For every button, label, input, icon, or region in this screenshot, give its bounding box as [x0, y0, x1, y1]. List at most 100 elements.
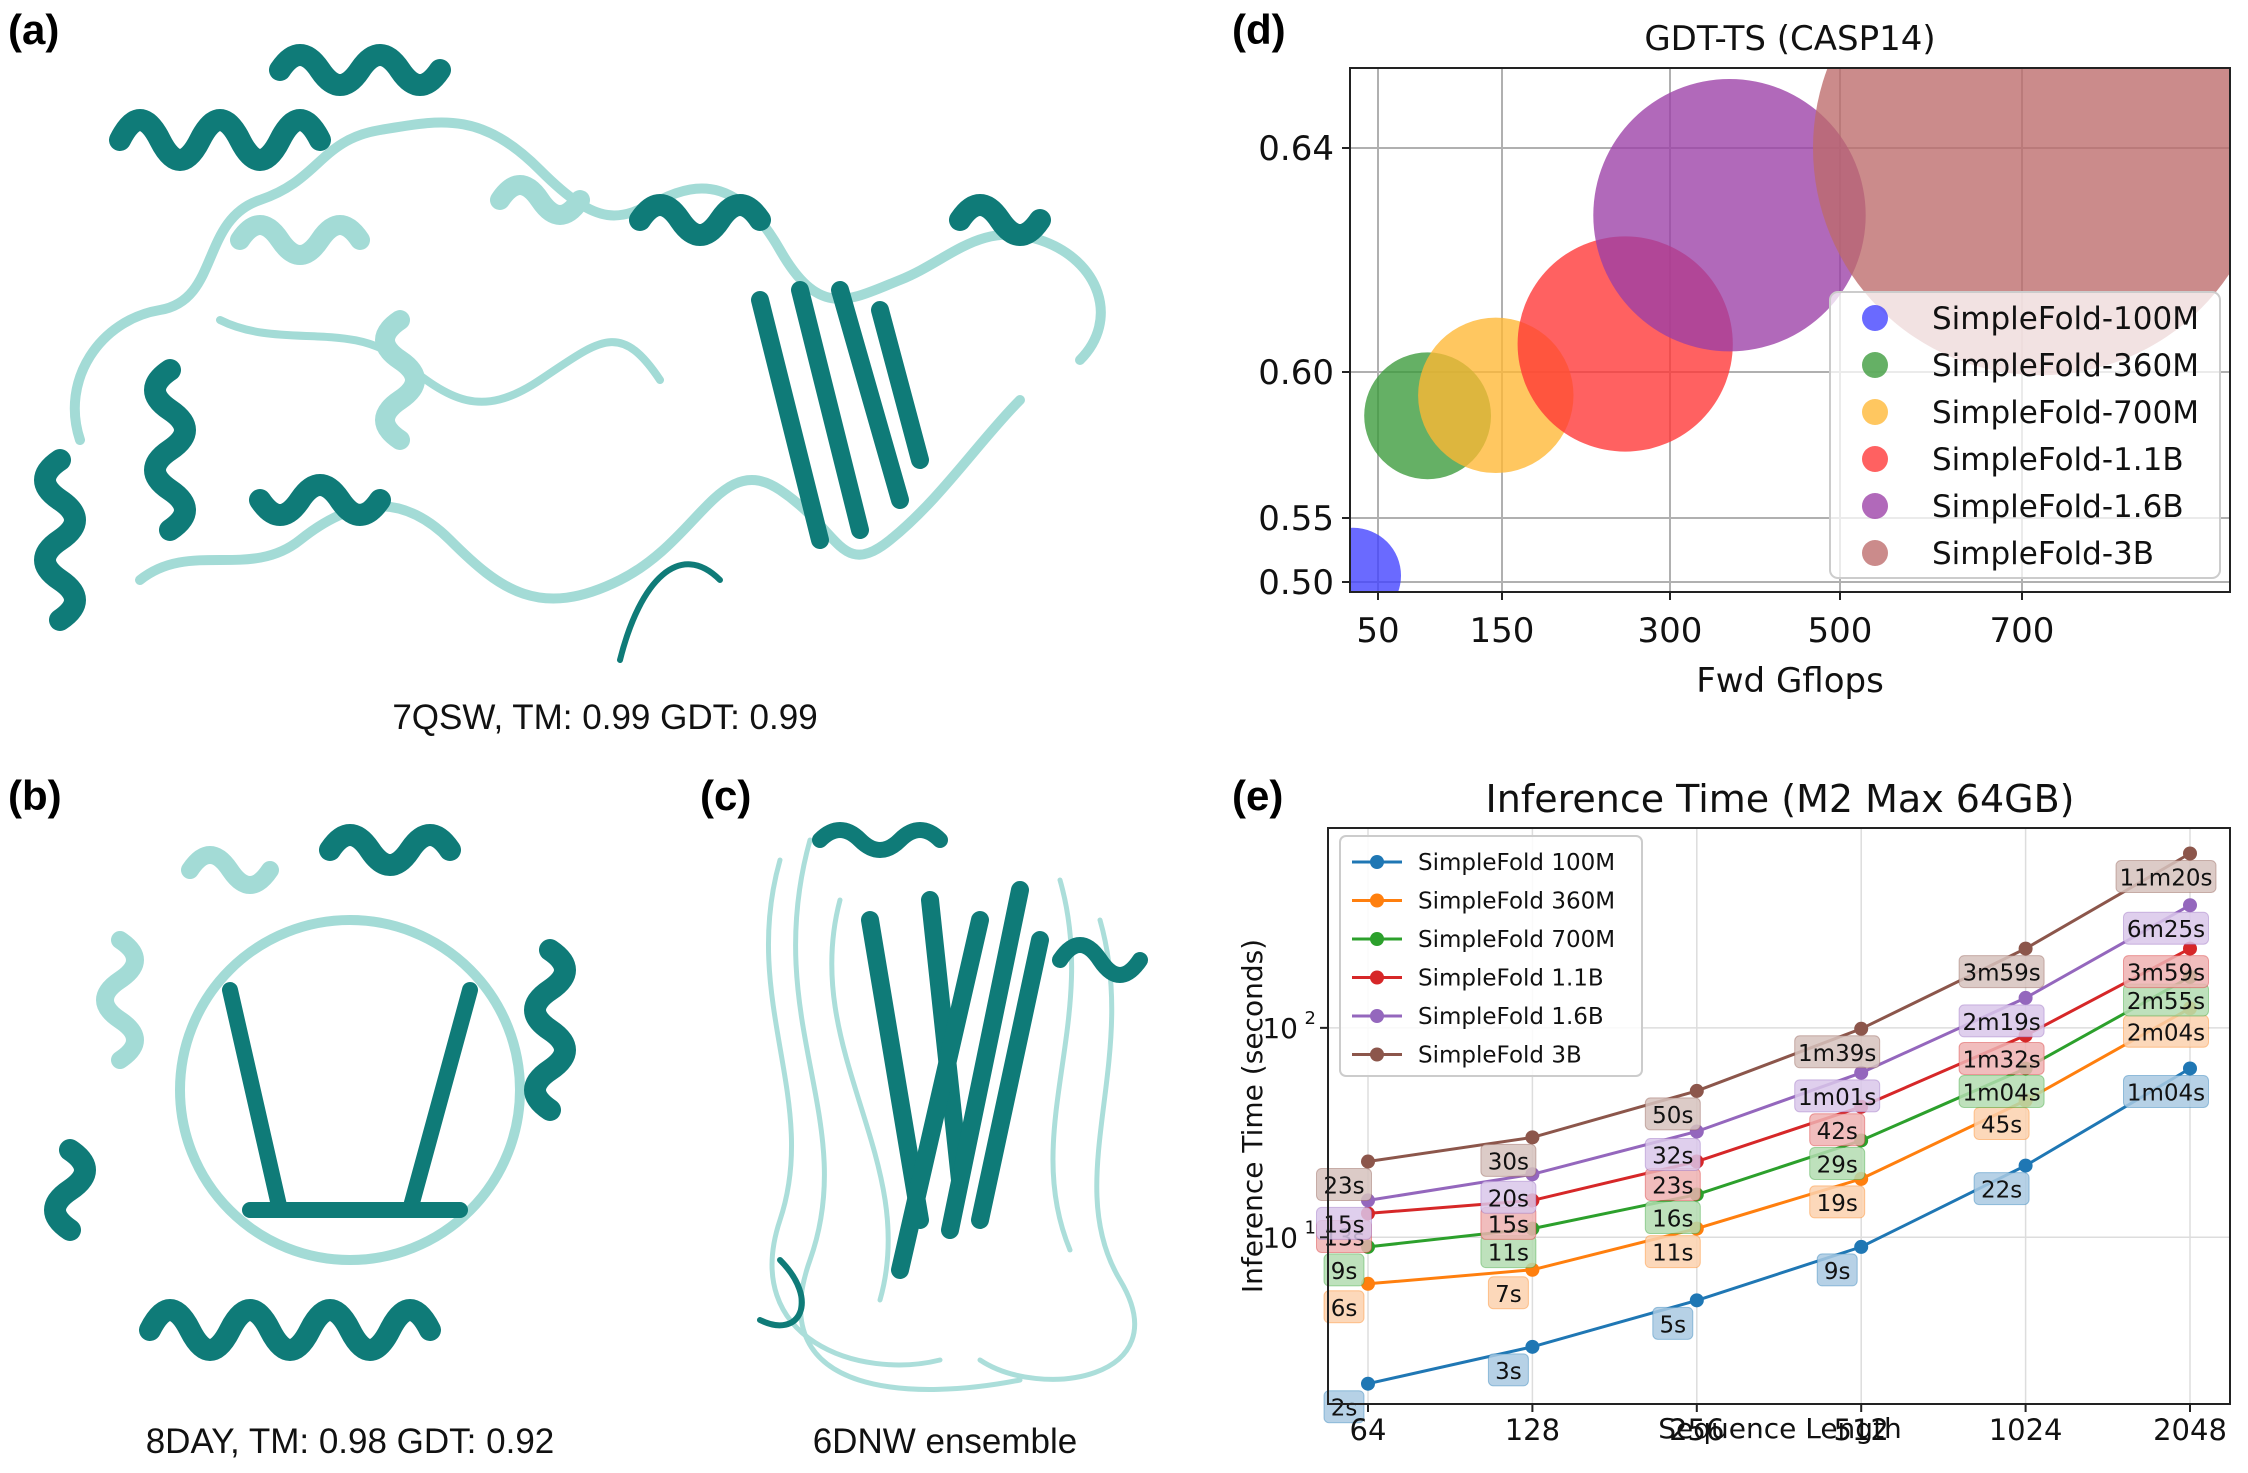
chart-e-data-label: 15s	[1480, 1206, 1537, 1240]
chart-e-series-line-2	[1367, 1006, 2191, 1286]
chart-e-data-label-text: 23s	[1652, 1174, 1693, 1200]
chart-e-legend-marker	[1370, 932, 1384, 946]
chart-e-title: Inference Time (M2 Max 64GB)	[1486, 777, 2075, 821]
chart-e-data-label-text: 1m32s	[1962, 1047, 2040, 1073]
chart-e-data-label-text: 1m01s	[1798, 1085, 1876, 1111]
chart-e-point	[1525, 1130, 1540, 1145]
chart-e-point	[1854, 1239, 1869, 1254]
chart-e-data-label: 3m59s	[1958, 955, 2045, 989]
chart-e-legend-marker	[1370, 893, 1384, 908]
chart-e-data-label: 2m55s	[2123, 983, 2209, 1017]
chart-e-data-label-text: 9s	[1824, 1259, 1851, 1285]
chart-e-data-label: 2s	[1323, 1390, 1365, 1424]
chart-d-ytick-label: 0.55	[1258, 499, 1334, 539]
chart-e-ylabel: Inference Time (seconds)	[1236, 939, 1269, 1293]
chart-e-data-label-text: 16s	[1652, 1207, 1693, 1233]
chart-e-data-label-box	[2123, 911, 2209, 945]
chart-e-legend-label: SimpleFold 100M	[1418, 850, 1615, 876]
chart-e-data-label: 45s	[1973, 1106, 2030, 1140]
chart-e-xtick-label: 1024	[1989, 1413, 2063, 1447]
chart-d-legend-label: SimpleFold-700M	[1932, 395, 2199, 431]
inference-time-line-chart: Inference Time (M2 Max 64GB) 2s 3s 5s 9s 22s…	[1236, 777, 2231, 1447]
chart-e-xlabel: Sequence Length	[1658, 1412, 1902, 1445]
chart-e-data-label-box	[1816, 1253, 1858, 1287]
chart-e-data-label-text: 50s	[1652, 1103, 1693, 1129]
chart-e-legend-label: SimpleFold 360M	[1418, 889, 1615, 915]
panel-label-e: (e)	[1232, 772, 1284, 819]
chart-e-xtick-label: 64	[1350, 1413, 1387, 1447]
chart-e-xtick-label: 128	[1505, 1413, 1560, 1447]
chart-e-data-label: 22s	[1973, 1172, 2030, 1206]
chart-e-xtick-label: 256	[1669, 1413, 1724, 1447]
chart-e-data-label-text: 7s	[1495, 1282, 1522, 1308]
chart-e-data-label-text: 11m20s	[2120, 865, 2213, 891]
chart-e-data-label: 11s	[1480, 1235, 1537, 1269]
chart-e-data-label: 30s	[1480, 1143, 1537, 1177]
chart-e-data-label: 23s	[1316, 1168, 1372, 1202]
chart-e-series-line-5	[1367, 903, 2191, 1202]
chart-e-data-label: 1m04s	[2123, 1074, 2209, 1108]
chart-e-data-label-box	[1973, 1172, 2030, 1206]
chart-e-data-label-box	[1323, 1390, 1365, 1424]
chart-d-xtick-label: 500	[1808, 611, 1873, 651]
chart-e-point	[2018, 1158, 2033, 1173]
chart-e-data-label-box	[1958, 1074, 2045, 1108]
panel-label-d: (d)	[1232, 6, 1286, 53]
chart-e-legend-label: SimpleFold 3B	[1418, 1043, 1582, 1069]
chart-e-data-label-box	[1644, 1097, 1701, 1131]
chart-e-data-label: 11m20s	[2115, 859, 2217, 893]
chart-e-data-label-box	[1316, 1168, 1372, 1202]
panel-label-c: (c)	[700, 772, 752, 819]
chart-e-data-label: 20s	[1480, 1180, 1537, 1214]
chart-e-data-label: 9s	[1323, 1253, 1365, 1287]
chart-d-ytick-label: 0.50	[1258, 563, 1334, 603]
chart-d-legend-label: SimpleFold-3B	[1932, 536, 2154, 572]
chart-e-point	[2018, 941, 2033, 956]
chart-e-data-label-text: 22s	[1981, 1178, 2022, 1204]
chart-e-data-label: 5s	[1652, 1306, 1694, 1340]
chart-d-bubble-5	[1593, 79, 1866, 352]
chart-e-data-label-text: 3m59s	[1962, 961, 2040, 987]
panel-label-a: (a)	[8, 6, 60, 53]
chart-e-data-label-text: 23s	[1323, 1174, 1364, 1200]
chart-e-data-label: 9s	[1816, 1253, 1858, 1287]
chart-e-data-label-text: 5s	[1659, 1312, 1686, 1338]
chart-e-data-label-box	[1809, 1185, 1866, 1219]
chart-e-data-label-box	[1958, 1004, 2045, 1038]
chart-e-point	[2183, 898, 2197, 913]
chart-d-legend-marker	[1862, 399, 1888, 425]
chart-e-legend-label: SimpleFold 1.6B	[1418, 1004, 1604, 1030]
chart-e-data-label-text: 32s	[1652, 1144, 1693, 1170]
chart-e-point	[1689, 1083, 1704, 1098]
chart-d-legend: SimpleFold-100M SimpleFold-360M SimpleFold…	[1829, 291, 2221, 579]
chart-e-data-label-box	[1316, 1206, 1372, 1240]
chart-e-data-label: 7s	[1487, 1276, 1529, 1310]
chart-e-data-label-box	[1487, 1276, 1529, 1310]
chart-e-data-label-text: 1m39s	[1798, 1041, 1876, 1067]
chart-e-point	[1854, 1021, 1869, 1036]
chart-e-legend-label: SimpleFold 700M	[1418, 927, 1615, 953]
chart-e-data-label-text: 15s	[1488, 1212, 1529, 1238]
chart-e-point	[2018, 990, 2033, 1005]
chart-e-data-label-text: 6m25s	[2127, 917, 2205, 943]
chart-e-data-label-box	[1958, 955, 2045, 989]
gdt-ts-bubble-chart: GDT-TS (CASP14) 0.50 0.55 0.60 0.64 50 150 30…	[1258, 19, 2231, 701]
chart-e-data-label: 6s	[1323, 1290, 1365, 1324]
chart-d-xtick-label: 300	[1638, 611, 1703, 651]
chart-e-data-label-text: 11s	[1652, 1241, 1693, 1267]
chart-d-bubble-1	[1350, 527, 1401, 592]
chart-e-data-label-text: 3m59s	[2127, 961, 2205, 987]
panel-label-b: (b)	[8, 772, 62, 819]
chart-d-title: GDT-TS (CASP14)	[1644, 19, 1935, 59]
chart-e-data-label-box	[2115, 859, 2217, 893]
chart-e-data-label-text: 9s	[1331, 1259, 1358, 1285]
chart-d-plot-frame	[1349, 67, 2231, 593]
chart-d-legend-marker	[1862, 493, 1888, 519]
chart-e-data-label: 1m39s	[1794, 1035, 1881, 1069]
chart-d-legend-marker	[1862, 352, 1888, 378]
chart-e-legend-marker	[1370, 855, 1384, 869]
chart-e-data-label: 42s	[1809, 1113, 1866, 1147]
chart-d-legend-label: SimpleFold-100M	[1932, 301, 2199, 337]
chart-d-xtick-label: 150	[1470, 611, 1535, 651]
chart-e-ytick-label: 10	[1262, 1221, 1298, 1254]
